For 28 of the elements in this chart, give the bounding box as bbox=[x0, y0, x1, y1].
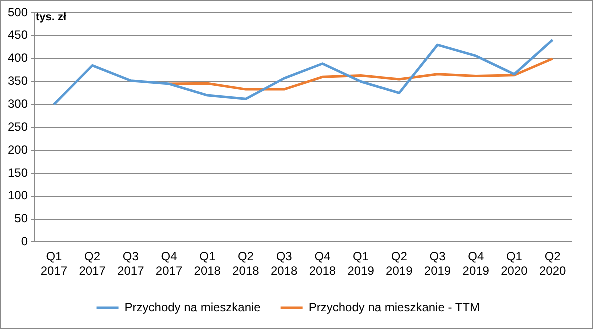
y-tick-label: 350 bbox=[8, 74, 28, 88]
y-tick-label: 0 bbox=[21, 234, 28, 249]
y-tick-label: 500 bbox=[8, 5, 28, 20]
x-tick-label: Q2 2020 bbox=[539, 250, 566, 278]
y-tick-label: 100 bbox=[8, 188, 28, 203]
x-tick-label: Q2 2018 bbox=[232, 250, 260, 278]
x-tick-label: Q4 2018 bbox=[309, 250, 336, 278]
x-tick-label: Q4 2017 bbox=[156, 250, 183, 278]
legend-label: Przychody na mieszkanie - TTM bbox=[308, 300, 480, 314]
x-tick-label: Q3 2017 bbox=[118, 250, 145, 278]
x-tick-label: Q1 2017 bbox=[40, 250, 68, 278]
x-tick-label: Q1 2018 bbox=[194, 250, 222, 278]
x-tick-label: Q4 2019 bbox=[462, 250, 490, 278]
x-tick-label: Q3 2018 bbox=[270, 250, 298, 278]
x-tick-label: Q1 2019 bbox=[348, 250, 375, 278]
y-tick-label: 300 bbox=[8, 96, 28, 111]
y-tick-label: 400 bbox=[8, 51, 28, 66]
y-tick-label: 250 bbox=[8, 120, 28, 134]
x-tick-label: Q3 2019 bbox=[424, 250, 452, 278]
y-tick-label: 200 bbox=[8, 142, 28, 157]
y-axis-title: tys. zł bbox=[36, 12, 67, 24]
x-tick-label: Q2 2017 bbox=[79, 250, 106, 278]
y-tick-label: 50 bbox=[14, 212, 28, 226]
x-tick-label: Q1 2020 bbox=[501, 250, 528, 278]
x-tick-label: Q2 2019 bbox=[386, 250, 414, 278]
y-tick-label: 450 bbox=[8, 28, 28, 42]
legend-label: Przychody na mieszkanie bbox=[124, 300, 262, 314]
y-tick-label: 150 bbox=[8, 166, 28, 180]
